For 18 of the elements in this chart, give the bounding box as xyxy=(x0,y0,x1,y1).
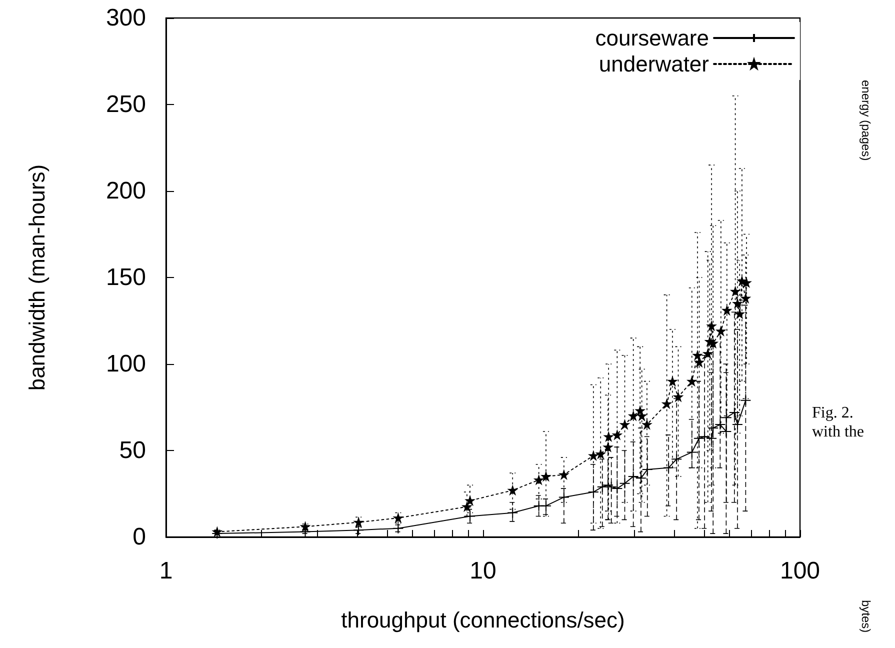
caption: Fig. 2. xyxy=(812,404,854,422)
text: bytes) xyxy=(859,600,873,633)
x-tick-label: 1 xyxy=(159,558,173,584)
y-tick-label: 50 xyxy=(119,437,146,464)
text: energy (pages) xyxy=(859,80,873,161)
legend-label: courseware xyxy=(595,26,709,50)
y-tick-label: 0 xyxy=(132,524,146,550)
y-tick-label: 250 xyxy=(106,91,146,118)
y-tick-label: 300 xyxy=(106,4,146,32)
y-tick-label: 200 xyxy=(106,178,146,204)
y-tick-label: 150 xyxy=(106,264,146,291)
x-tick-label: 10 xyxy=(470,558,496,584)
y-tick-label: 100 xyxy=(106,350,146,378)
y-axis-title: bandwidth (man-hours) xyxy=(24,164,50,391)
x-axis-title: throughput (connections/sec) xyxy=(341,608,625,632)
x-tick-label: 100 xyxy=(780,558,820,584)
text: with the xyxy=(812,424,864,440)
legend-label: underwater xyxy=(598,52,709,76)
